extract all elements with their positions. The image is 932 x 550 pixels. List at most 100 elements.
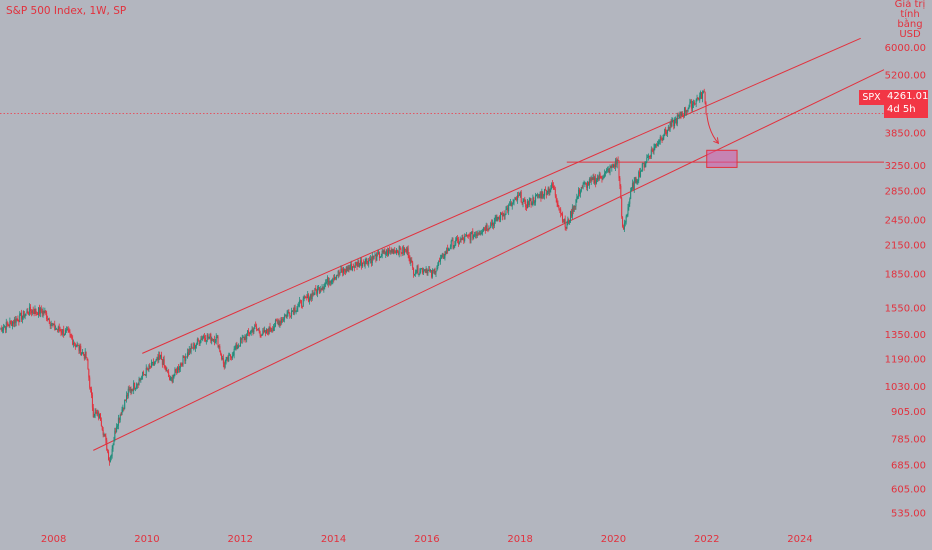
candle-body (277, 321, 279, 323)
candle-body (76, 345, 78, 347)
candle-body (478, 233, 480, 235)
candle-body (292, 310, 294, 314)
candle-body (114, 430, 116, 440)
x-tick-label: 2014 (321, 534, 346, 545)
candle-body (289, 312, 291, 316)
candle-body (378, 252, 380, 258)
candle-body (451, 240, 453, 242)
candle-body (639, 171, 641, 177)
candle-body (229, 354, 231, 356)
candle-body (180, 363, 182, 365)
currency-code: USD (899, 29, 921, 40)
candle-body (568, 219, 570, 223)
candle-body (275, 320, 277, 322)
candle-body (523, 199, 525, 201)
candle-body (586, 183, 588, 188)
candle-body (284, 315, 286, 317)
candle-body (151, 362, 153, 368)
candle-body (361, 260, 363, 267)
candle-body (213, 339, 215, 343)
candle-body (510, 202, 512, 207)
candle-body (670, 122, 672, 126)
candle-body (3, 327, 5, 330)
candle-body (459, 238, 461, 243)
candle-body (120, 414, 122, 416)
candle-body (207, 334, 209, 338)
candle-body (343, 268, 345, 271)
candle-body (398, 246, 400, 255)
candle-body (622, 226, 624, 230)
candle-body (580, 187, 582, 192)
candle-body (233, 348, 235, 356)
candle-body (533, 197, 535, 203)
candle-body (67, 329, 69, 331)
candle-body (486, 225, 488, 229)
candle-body (111, 448, 113, 457)
candle-body (686, 110, 688, 112)
candle-body (12, 321, 14, 324)
candle-body (429, 269, 431, 272)
candle-body (78, 345, 80, 351)
candle-body (627, 207, 629, 215)
candle-body (321, 287, 323, 291)
candle-body (548, 188, 550, 193)
candle-body (587, 181, 589, 186)
candle-body (39, 308, 41, 314)
candle-body (370, 258, 372, 260)
projection-arrow[interactable] (706, 113, 719, 144)
candle-body (130, 389, 132, 392)
candle-body (605, 170, 607, 172)
candle-body (538, 195, 540, 197)
candle-body (47, 319, 49, 321)
candle-body (490, 223, 492, 228)
candle-body (648, 156, 650, 157)
candle-body (592, 177, 594, 180)
upper-channel-line[interactable] (142, 37, 861, 354)
candle-body (570, 211, 572, 221)
candle-body (602, 178, 604, 180)
candle-body (575, 200, 577, 207)
candle-body (372, 256, 374, 259)
candle-body (250, 330, 252, 334)
candle-body (503, 213, 505, 217)
candle-body (335, 275, 337, 279)
candle-body (597, 177, 599, 180)
candle-body (201, 338, 203, 340)
candle-body (208, 336, 210, 338)
candle-body (504, 214, 506, 217)
candle-body (343, 268, 345, 273)
candle-body (440, 255, 442, 259)
lower-channel-line[interactable] (93, 69, 885, 451)
y-tick-label: 785.00 (891, 435, 926, 446)
candle-body (692, 102, 694, 105)
candle-body (502, 213, 504, 217)
candle-body (607, 169, 609, 170)
candle-body (431, 270, 433, 277)
candle-body (487, 228, 489, 230)
candle-body (470, 233, 472, 241)
candle-body (454, 244, 456, 246)
candle-body (240, 338, 242, 340)
candle-body (658, 141, 660, 143)
candle-body (112, 445, 114, 449)
candle-body (118, 417, 120, 421)
candle-body (617, 160, 619, 161)
candle-body (218, 346, 220, 348)
candle-body (26, 311, 28, 313)
candle-body (188, 349, 190, 355)
candle-body (288, 312, 290, 313)
candle-body (669, 122, 671, 130)
candle-body (604, 172, 606, 177)
candle-body (185, 356, 187, 361)
target-zone-box[interactable] (706, 149, 738, 168)
candle-body (198, 340, 200, 345)
candle-body (261, 334, 263, 336)
candle-body (654, 144, 656, 148)
candle-body (456, 238, 458, 240)
candle-body (102, 430, 104, 435)
candle-body (540, 193, 542, 198)
candle-body (204, 336, 206, 338)
candle-body (413, 274, 415, 275)
